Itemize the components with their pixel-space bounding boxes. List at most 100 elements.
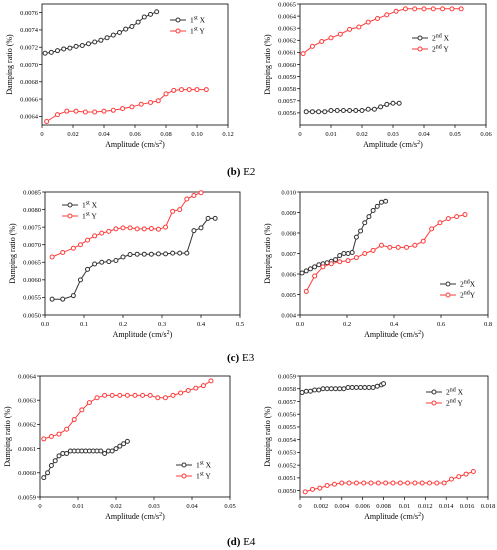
- data-point: [79, 407, 85, 413]
- data-point: [339, 480, 345, 486]
- data-point: [353, 107, 359, 113]
- x-tick-label: 0.05: [224, 503, 235, 510]
- data-point: [177, 207, 183, 213]
- data-point: [120, 254, 126, 260]
- chart-1: 0 0.02 0.04 0.06 0.08 0.10 0.12 0.0064 0.0066 0.0…: [5, 3, 234, 149]
- data-point: [67, 45, 73, 51]
- y-tick-label: 0.0056: [278, 110, 297, 117]
- data-point: [319, 39, 325, 45]
- data-point: [56, 453, 62, 459]
- data-point: [337, 386, 343, 392]
- data-point: [73, 108, 79, 114]
- x-tick-label: 0.8: [484, 321, 492, 328]
- y-axis-label: Damping ratio (%): [3, 406, 12, 467]
- data-point: [365, 106, 371, 112]
- data-point: [358, 228, 364, 234]
- x-tick-label: 0: [298, 503, 301, 510]
- legend-label: 1st Y: [196, 472, 211, 481]
- data-point: [163, 224, 169, 230]
- data-point: [362, 251, 368, 256]
- data-point: [98, 448, 104, 454]
- data-point: [370, 384, 376, 390]
- data-point: [120, 106, 126, 112]
- data-point: [99, 259, 105, 265]
- data-point: [49, 296, 55, 302]
- y-tick-label: 0.0057: [278, 399, 297, 406]
- data-point: [333, 386, 339, 392]
- legend-label: 1st Y: [82, 212, 97, 221]
- data-point: [117, 392, 123, 398]
- data-point: [349, 384, 355, 390]
- data-point: [434, 480, 440, 486]
- data-point: [302, 489, 308, 495]
- y-tick-label: 0.0051: [278, 475, 296, 482]
- x-tick-label: 0: [298, 131, 301, 138]
- x-tick-label: 0.01: [72, 503, 83, 510]
- caption-d: (d) E4: [227, 536, 256, 548]
- data-point: [171, 87, 177, 93]
- data-point: [70, 293, 76, 299]
- data-point: [449, 6, 455, 12]
- series-1st-x: [49, 215, 218, 302]
- data-point: [61, 46, 67, 52]
- x-tick-label: 0.002: [314, 503, 329, 510]
- legend-entry: 1st X: [170, 16, 206, 25]
- y-tick-label: 0.0055: [23, 295, 41, 302]
- data-point: [198, 190, 204, 196]
- data-point: [458, 6, 464, 12]
- data-point: [73, 43, 79, 49]
- data-point: [92, 109, 98, 115]
- series-1st-x: [41, 438, 130, 481]
- data-point: [113, 258, 119, 264]
- data-point: [324, 386, 330, 392]
- x-tick-label: 0.02: [356, 131, 367, 138]
- legend-entry: 1st X: [176, 461, 212, 470]
- legend-entry: 2nd X: [412, 34, 450, 43]
- data-point: [186, 87, 192, 93]
- x-tick-label: 0.01: [399, 503, 410, 510]
- plot-frame: [299, 3, 487, 126]
- data-point: [328, 386, 334, 392]
- data-point: [365, 19, 371, 25]
- data-point: [193, 385, 199, 391]
- data-point: [86, 41, 91, 47]
- data-point: [387, 244, 393, 250]
- data-point: [205, 215, 211, 221]
- data-point: [299, 390, 305, 396]
- legend-label: 2nd X: [432, 34, 450, 43]
- series-1st-y: [49, 190, 204, 260]
- y-tick-label: 0.007: [281, 251, 296, 258]
- data-point: [370, 247, 376, 253]
- x-tick-label: 0: [40, 131, 43, 138]
- y-tick-label: 0.010: [281, 189, 296, 196]
- x-tick-label: 0.0: [41, 321, 49, 328]
- x-tick-label: 0.02: [67, 131, 78, 138]
- data-point: [390, 480, 396, 486]
- chart-3: 0.0 0.1 0.2 0.3 0.4 0.5 0.0050 0.0055 0.0060 0.00…: [8, 189, 244, 339]
- data-point: [440, 6, 446, 12]
- x-tick-label: 0.02: [110, 503, 121, 510]
- x-tick-label: 0.0: [296, 321, 304, 328]
- data-point: [362, 384, 368, 390]
- data-point: [92, 261, 98, 267]
- y-tick-label: 0.0064: [278, 13, 297, 20]
- series-2nd-y: [302, 469, 476, 495]
- data-point: [208, 378, 214, 384]
- data-point: [141, 14, 147, 20]
- data-point: [362, 220, 368, 226]
- data-point: [85, 237, 91, 243]
- data-point: [384, 12, 390, 18]
- legend-label: 1st Y: [190, 27, 205, 36]
- y-tick-label: 0.0054: [278, 437, 297, 444]
- legend-marker: [181, 473, 187, 479]
- x-axis-label: Amplitude (cm/s2): [105, 140, 165, 149]
- y-tick-label: 0.0052: [278, 462, 296, 469]
- data-point: [191, 228, 197, 234]
- data-point: [141, 251, 147, 257]
- x-tick-label: 0.5: [236, 321, 244, 328]
- data-point: [198, 225, 204, 231]
- data-point: [378, 242, 384, 248]
- data-point: [71, 417, 77, 423]
- y-tick-label: 0.0064: [18, 373, 37, 380]
- y-axis-label: Damping ratio (%): [263, 406, 272, 467]
